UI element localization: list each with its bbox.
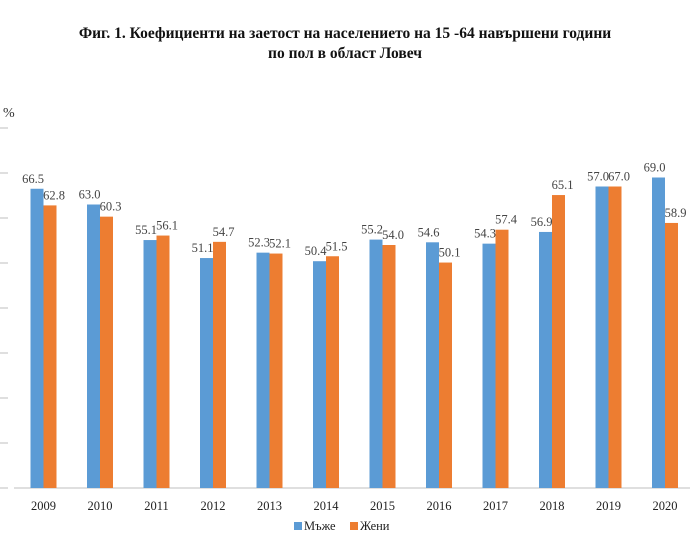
x-tick-label-2011: 2011 (144, 499, 169, 513)
data-label-male-2011: 55.1 (135, 223, 157, 237)
data-label-female-2019: 67.0 (608, 170, 630, 184)
x-tick-label-2015: 2015 (370, 499, 395, 513)
bar-male-2012 (200, 258, 213, 488)
data-label-female-2010: 60.3 (100, 200, 122, 214)
chart-title-line-2: по пол в област Ловеч (268, 45, 422, 62)
legend-swatch-male (294, 522, 302, 530)
bar-female-2014 (326, 256, 339, 488)
bar-female-2017 (495, 229, 509, 488)
data-label-male-2018: 56.9 (531, 215, 553, 229)
bar-male-2013 (256, 252, 270, 488)
x-tick-label-2016: 2016 (427, 499, 452, 513)
bar-female-2013 (269, 253, 283, 488)
x-tick-label-2018: 2018 (540, 499, 565, 513)
legend-label-female: Жени (360, 519, 390, 533)
data-label-male-2020: 69.0 (644, 161, 666, 175)
data-label-male-2010: 63.0 (79, 188, 101, 202)
x-tick-label-2010: 2010 (88, 499, 113, 513)
bar-male-2018 (539, 231, 552, 488)
bar-female-2015 (382, 245, 396, 488)
x-tick-label-2020: 2020 (653, 499, 678, 513)
chart-data-labels: 66.5 62.8 63.060.3 55.1 56.1 51.1 54.7 52.3 52.1… (22, 161, 686, 260)
data-label-female-2009: 62.8 (43, 188, 65, 202)
data-label-male-2014: 50.4 (305, 244, 328, 258)
bar-male-2016 (426, 242, 439, 488)
bar-female-2010 (100, 216, 113, 488)
data-label-female-2017: 57.4 (495, 213, 518, 227)
x-tick-label-2014: 2014 (314, 499, 340, 513)
data-label-male-2017: 54.3 (474, 227, 496, 241)
y-axis-unit: % (3, 106, 15, 121)
data-label-female-2016: 50.1 (439, 246, 461, 260)
bar-female-2012 (213, 241, 226, 488)
data-label-male-2009: 66.5 (22, 172, 44, 186)
bar-male-2011 (143, 240, 157, 488)
x-tick-label-2017: 2017 (483, 499, 508, 513)
data-label-male-2015: 55.2 (361, 223, 383, 237)
bar-male-2010 (87, 204, 100, 488)
data-label-female-2012: 54.7 (213, 225, 235, 239)
legend-swatch-female (350, 522, 358, 530)
x-tick-label-2019: 2019 (596, 499, 621, 513)
bar-female-2009 (43, 205, 57, 488)
data-label-male-2013: 52.3 (248, 236, 270, 250)
bar-male-2014 (313, 261, 326, 488)
data-label-male-2019: 57.0 (587, 170, 609, 184)
data-label-male-2012: 51.1 (192, 241, 214, 255)
data-label-female-2020: 58.9 (665, 206, 687, 220)
legend-label-male: Мъже (304, 519, 336, 533)
bar-female-2019 (608, 186, 622, 488)
chart-axes: % (0, 106, 690, 489)
data-label-female-2013: 52.1 (269, 237, 291, 251)
data-label-male-2016: 54.6 (418, 225, 440, 239)
bar-female-2018 (552, 195, 565, 489)
bar-male-2017 (482, 243, 496, 488)
bar-male-2015 (369, 239, 383, 488)
bar-male-2020 (652, 177, 665, 488)
bar-male-2009 (30, 188, 44, 488)
data-label-female-2018: 65.1 (552, 178, 574, 192)
data-label-female-2015: 54.0 (382, 228, 404, 242)
chart-legend: Мъже Жени (294, 519, 390, 533)
bar-female-2016 (439, 262, 452, 488)
x-tick-label-2012: 2012 (201, 499, 226, 513)
chart-title: Фиг. 1. Коефициенти на заетост на населе… (0, 24, 690, 64)
x-tick-label-2009: 2009 (31, 499, 56, 513)
chart-x-tick-labels: 2009 2010 2011 2012 2013 2014 2015 2016 2017 2018… (31, 499, 678, 513)
bar-male-2019 (595, 186, 609, 488)
chart-bars (30, 177, 678, 489)
data-label-female-2011: 56.1 (156, 219, 178, 233)
data-label-female-2014: 51.5 (326, 239, 348, 253)
bar-female-2011 (156, 235, 170, 488)
chart-title-line-1: Фиг. 1. Коефициенти на заетост на населе… (78, 25, 612, 42)
x-tick-label-2013: 2013 (257, 499, 282, 513)
bar-female-2020 (665, 222, 678, 488)
